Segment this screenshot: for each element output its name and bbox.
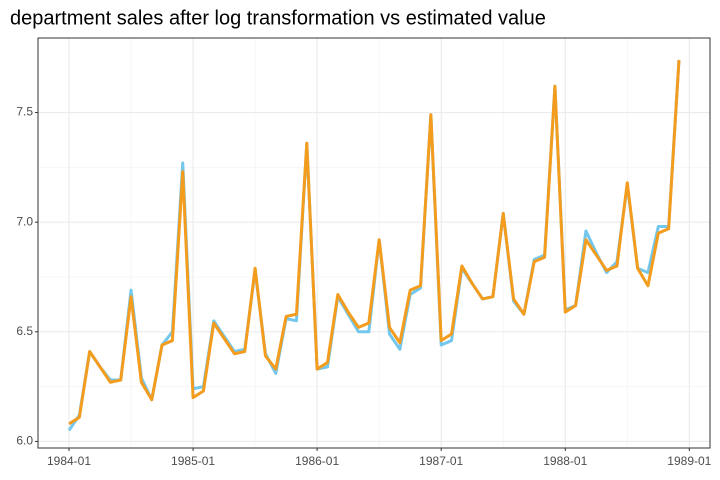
x-tick-label: 1984-01 xyxy=(47,454,91,468)
y-tick-label: 6.0 xyxy=(16,434,33,448)
x-tick-label: 1985-01 xyxy=(171,454,215,468)
x-tick-label: 1986-01 xyxy=(295,454,339,468)
panel-border xyxy=(37,37,711,449)
y-tick-label: 6.5 xyxy=(16,324,33,338)
chart-title: department sales after log transformatio… xyxy=(10,7,546,29)
y-tick-label: 7.5 xyxy=(16,105,33,119)
x-tick-label: 1988-01 xyxy=(543,454,587,468)
series-line xyxy=(67,59,681,432)
series-line xyxy=(68,59,681,426)
x-tick-label: 1989-01 xyxy=(667,454,711,468)
x-tick-label: 1987-01 xyxy=(419,454,463,468)
y-tick-label: 7.0 xyxy=(16,214,33,228)
